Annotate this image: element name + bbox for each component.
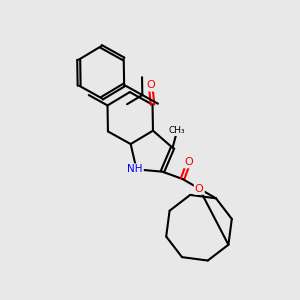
Text: O: O [184,157,193,167]
Text: CH₃: CH₃ [169,126,185,135]
Text: O: O [146,80,155,91]
Text: NH: NH [127,164,143,174]
Text: O: O [195,184,204,194]
